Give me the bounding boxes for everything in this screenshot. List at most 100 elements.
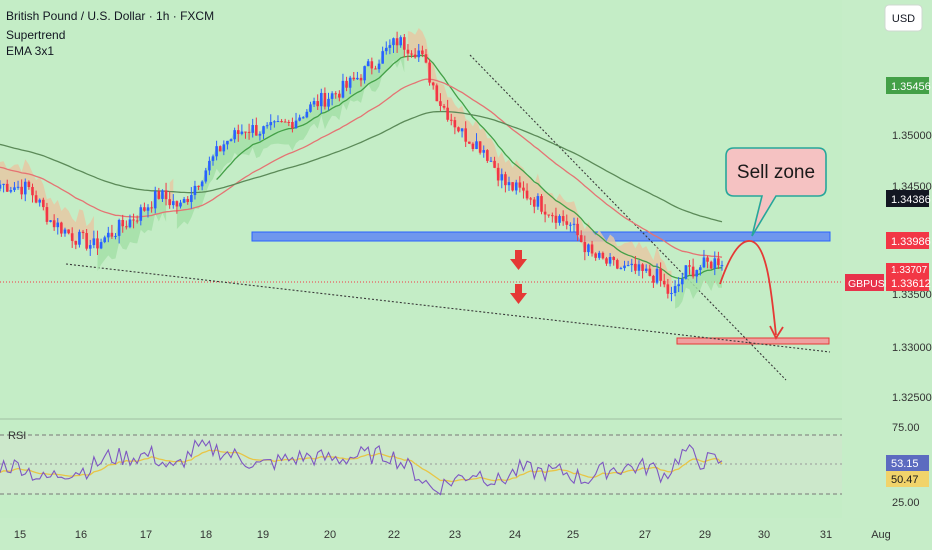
level-price-text: 1.34386 — [891, 194, 931, 206]
candle-body — [92, 238, 96, 246]
candle-body — [565, 221, 569, 225]
candle-body — [301, 117, 305, 119]
candle-body — [652, 275, 655, 283]
candle-body — [269, 122, 273, 126]
candle-body — [370, 61, 374, 69]
candle-body — [34, 195, 38, 203]
candle-body — [226, 140, 229, 145]
candle-body — [388, 45, 392, 48]
candle-body — [114, 235, 117, 237]
candle-body — [449, 119, 453, 121]
candle-body — [695, 270, 699, 277]
candle-body — [146, 207, 150, 211]
candle-body — [229, 139, 233, 141]
candle-body — [255, 125, 258, 136]
candle-body — [348, 77, 352, 88]
price-tick: 1.33500 — [892, 289, 932, 301]
time-tick: 31 — [820, 529, 832, 541]
candle-body — [63, 229, 67, 234]
candle-body — [475, 141, 478, 149]
sell-zone-callout[interactable]: Sell zone — [725, 147, 827, 237]
candle-body — [486, 150, 489, 161]
candle-body — [305, 111, 309, 118]
ema-price-label — [886, 263, 929, 275]
target-zone — [676, 337, 830, 345]
candle-body — [572, 223, 576, 225]
candles-layer — [0, 31, 724, 302]
candle-body — [543, 211, 547, 215]
candle-body — [276, 121, 280, 123]
rsi-signal-line — [0, 449, 723, 483]
high-price-text: 1.35456 — [891, 81, 931, 93]
rsi-tick: 75.00 — [892, 422, 920, 434]
time-tick: 30 — [758, 529, 770, 541]
candle-body — [78, 231, 81, 245]
time-tick: Aug — [871, 529, 891, 541]
ema-red-line — [0, 78, 723, 258]
candle-body — [85, 233, 88, 249]
candle-body — [236, 130, 240, 134]
candle-body — [9, 190, 13, 192]
candle-body — [410, 53, 413, 55]
candle-body — [88, 245, 92, 249]
candle-body — [684, 265, 688, 279]
candle-body — [605, 258, 608, 264]
candle-body — [666, 284, 670, 294]
price-tick: 1.35000 — [892, 130, 932, 142]
candle-body — [579, 235, 583, 243]
candle-body — [291, 121, 294, 129]
candle-body — [670, 293, 673, 295]
arrow-layer — [510, 240, 784, 340]
candle-body — [576, 223, 579, 236]
candle-body — [247, 131, 251, 133]
candle-body — [529, 198, 532, 200]
candle-body — [431, 82, 435, 86]
candle-body — [121, 219, 125, 227]
candle-body — [619, 268, 623, 270]
candle-body — [381, 51, 384, 64]
candle-body — [366, 61, 370, 67]
currency-button[interactable] — [884, 4, 923, 32]
downtrend-line — [469, 54, 787, 381]
candle-body — [536, 196, 540, 207]
ema-price-text: 1.33707 — [891, 265, 928, 276]
indicator-supertrend[interactable]: Supertrend — [6, 28, 65, 42]
resistance-price-text: 1.33986 — [891, 236, 931, 248]
candle-body — [395, 38, 399, 46]
candle-body — [634, 263, 637, 271]
candle-body — [171, 201, 175, 206]
candle-body — [540, 196, 543, 212]
indicator-ema[interactable]: EMA 3x1 — [6, 44, 54, 58]
candle-body — [251, 125, 254, 133]
sell-zone-label: Sell zone — [737, 162, 815, 183]
candle-body — [128, 219, 132, 228]
candle-body — [345, 80, 348, 88]
price-axis[interactable]: USD 1.35000 1.34500 1.33500 1.33000 1.32… — [845, 4, 932, 509]
candle-body — [363, 66, 366, 81]
candle-body — [569, 224, 572, 226]
supertrend-down-band — [407, 28, 672, 294]
ema-slow-line — [0, 110, 723, 223]
candle-body — [478, 141, 482, 153]
candle-body — [287, 121, 291, 123]
rsi-label: RSI — [8, 430, 26, 442]
time-axis[interactable]: 15 16 17 18 19 20 22 23 24 25 27 29 30 31 Aug — [14, 529, 891, 541]
candle-body — [309, 104, 312, 112]
candle-body — [522, 187, 525, 191]
candle-body — [38, 199, 42, 203]
candle-body — [471, 143, 475, 149]
candle-body — [0, 184, 2, 189]
candle-body — [13, 187, 16, 191]
candle-body — [2, 183, 5, 185]
candle-body — [283, 121, 287, 123]
candle-body — [446, 107, 449, 120]
resistance-price-label — [886, 232, 929, 249]
high-price-label — [886, 77, 929, 94]
currency-label: USD — [892, 13, 915, 25]
candle-body — [139, 207, 143, 221]
projection-curve — [719, 240, 777, 336]
candle-body — [52, 220, 56, 228]
last-price-label — [886, 274, 929, 291]
candle-body — [168, 199, 171, 206]
